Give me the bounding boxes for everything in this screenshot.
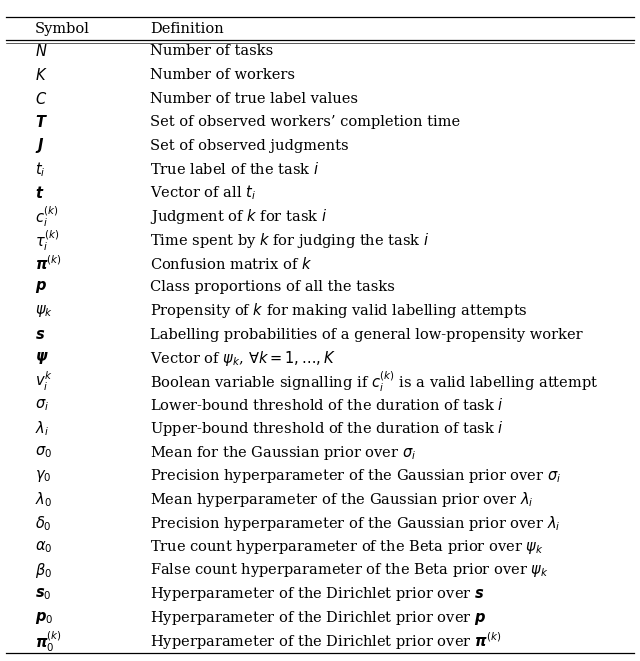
Text: Number of true label values: Number of true label values	[150, 92, 358, 106]
Text: Set of observed workers’ completion time: Set of observed workers’ completion time	[150, 115, 461, 130]
Text: $\boldsymbol{s}$: $\boldsymbol{s}$	[35, 328, 45, 342]
Text: $\sigma_0$: $\sigma_0$	[35, 445, 52, 460]
Text: $\psi_k$: $\psi_k$	[35, 303, 53, 319]
Text: $\gamma_0$: $\gamma_0$	[35, 468, 52, 484]
Text: Hyperparameter of the Dirichlet prior over $\boldsymbol{p}$: Hyperparameter of the Dirichlet prior ov…	[150, 609, 486, 627]
Text: Hyperparameter of the Dirichlet prior over $\boldsymbol{s}$: Hyperparameter of the Dirichlet prior ov…	[150, 585, 485, 603]
Text: $\boldsymbol{t}$: $\boldsymbol{t}$	[35, 185, 45, 201]
Text: Vector of $\psi_k$, $\forall k=1,\ldots,K$: Vector of $\psi_k$, $\forall k=1,\ldots,…	[150, 348, 337, 368]
Text: $\sigma_i$: $\sigma_i$	[35, 397, 49, 413]
Text: Mean for the Gaussian prior over $\sigma_i$: Mean for the Gaussian prior over $\sigma…	[150, 444, 417, 461]
Text: Precision hyperparameter of the Gaussian prior over $\lambda_i$: Precision hyperparameter of the Gaussian…	[150, 514, 561, 533]
Text: Confusion matrix of $k$: Confusion matrix of $k$	[150, 256, 312, 272]
Text: $c_i^{(k)}$: $c_i^{(k)}$	[35, 204, 59, 229]
Text: Symbol: Symbol	[35, 22, 90, 36]
Text: Upper-bound threshold of the duration of task $i$: Upper-bound threshold of the duration of…	[150, 420, 504, 438]
Text: Hyperparameter of the Dirichlet prior over $\boldsymbol{\pi}^{(k)}$: Hyperparameter of the Dirichlet prior ov…	[150, 631, 502, 652]
Text: $\boldsymbol{s}_0$: $\boldsymbol{s}_0$	[35, 586, 52, 602]
Text: $\alpha_0$: $\alpha_0$	[35, 539, 52, 555]
Text: $\delta_0$: $\delta_0$	[35, 514, 52, 533]
Text: $\lambda_i$: $\lambda_i$	[35, 420, 49, 438]
Text: Vector of all $t_i$: Vector of all $t_i$	[150, 184, 257, 202]
Text: Lower-bound threshold of the duration of task $i$: Lower-bound threshold of the duration of…	[150, 397, 504, 413]
Text: Mean hyperparameter of the Gaussian prior over $\lambda_i$: Mean hyperparameter of the Gaussian prio…	[150, 490, 534, 509]
Text: Propensity of $k$ for making valid labelling attempts: Propensity of $k$ for making valid label…	[150, 301, 528, 321]
Text: Number of tasks: Number of tasks	[150, 44, 274, 58]
Text: $\tau_i^{(k)}$: $\tau_i^{(k)}$	[35, 228, 60, 253]
Text: Boolean variable signalling if $c_i^{(k)}$ is a valid labelling attempt: Boolean variable signalling if $c_i^{(k)…	[150, 369, 599, 394]
Text: $\boldsymbol{T}$: $\boldsymbol{T}$	[35, 114, 48, 130]
Text: $\boldsymbol{p}_0$: $\boldsymbol{p}_0$	[35, 609, 54, 626]
Text: Definition: Definition	[150, 22, 224, 36]
Text: Class proportions of all the tasks: Class proportions of all the tasks	[150, 280, 396, 294]
Text: $\beta_0$: $\beta_0$	[35, 561, 52, 580]
Text: $K$: $K$	[35, 67, 48, 83]
Text: $\boldsymbol{\pi}_0^{(k)}$: $\boldsymbol{\pi}_0^{(k)}$	[35, 629, 62, 654]
Text: $\boldsymbol{J}$: $\boldsymbol{J}$	[35, 136, 45, 155]
Text: $t_i$: $t_i$	[35, 160, 45, 178]
Text: True label of the task $i$: True label of the task $i$	[150, 161, 320, 177]
Text: $\boldsymbol{p}$: $\boldsymbol{p}$	[35, 280, 47, 295]
Text: $N$: $N$	[35, 44, 48, 59]
Text: Precision hyperparameter of the Gaussian prior over $\sigma_i$: Precision hyperparameter of the Gaussian…	[150, 467, 562, 485]
Text: $\boldsymbol{\pi}^{(k)}$: $\boldsymbol{\pi}^{(k)}$	[35, 254, 62, 273]
Text: Set of observed judgments: Set of observed judgments	[150, 139, 349, 153]
Text: Labelling probabilities of a general low-propensity worker: Labelling probabilities of a general low…	[150, 328, 583, 342]
Text: $\boldsymbol{\psi}$: $\boldsymbol{\psi}$	[35, 350, 49, 366]
Text: True count hyperparameter of the Beta prior over $\psi_k$: True count hyperparameter of the Beta pr…	[150, 538, 544, 556]
Text: $\lambda_0$: $\lambda_0$	[35, 490, 52, 509]
Text: $v_i^k$: $v_i^k$	[35, 370, 53, 393]
Text: Judgment of $k$ for task $i$: Judgment of $k$ for task $i$	[150, 207, 328, 226]
Text: Time spent by $k$ for judging the task $i$: Time spent by $k$ for judging the task $…	[150, 231, 429, 250]
Text: False count hyperparameter of the Beta prior over $\psi_k$: False count hyperparameter of the Beta p…	[150, 561, 549, 580]
Text: $C$: $C$	[35, 91, 47, 106]
Text: Number of workers: Number of workers	[150, 68, 296, 82]
